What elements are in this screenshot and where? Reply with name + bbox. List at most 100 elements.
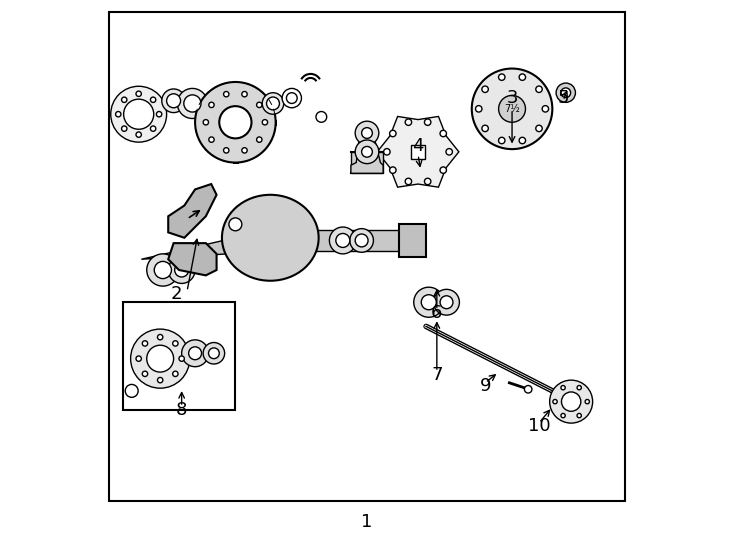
Circle shape bbox=[150, 97, 156, 103]
Circle shape bbox=[178, 89, 208, 118]
Polygon shape bbox=[168, 243, 217, 275]
Text: 6: 6 bbox=[431, 304, 443, 322]
Circle shape bbox=[390, 130, 396, 137]
Circle shape bbox=[519, 74, 526, 80]
Circle shape bbox=[482, 86, 488, 92]
Circle shape bbox=[440, 296, 453, 309]
Circle shape bbox=[330, 227, 356, 254]
Circle shape bbox=[161, 89, 186, 113]
Circle shape bbox=[355, 234, 368, 247]
Circle shape bbox=[550, 380, 592, 423]
Circle shape bbox=[316, 112, 327, 122]
Circle shape bbox=[421, 295, 436, 310]
Circle shape bbox=[282, 89, 302, 108]
Circle shape bbox=[167, 94, 181, 108]
Circle shape bbox=[585, 400, 589, 404]
Polygon shape bbox=[270, 230, 421, 251]
Text: 3: 3 bbox=[506, 89, 517, 107]
Circle shape bbox=[577, 386, 581, 390]
Circle shape bbox=[434, 289, 459, 315]
Circle shape bbox=[362, 127, 372, 138]
Circle shape bbox=[241, 91, 247, 97]
Circle shape bbox=[519, 137, 526, 144]
Circle shape bbox=[208, 137, 214, 143]
Circle shape bbox=[142, 371, 148, 376]
Circle shape bbox=[440, 130, 446, 137]
Circle shape bbox=[498, 137, 505, 144]
Circle shape bbox=[147, 345, 174, 372]
Circle shape bbox=[509, 106, 515, 112]
Circle shape bbox=[350, 228, 374, 252]
Circle shape bbox=[150, 126, 156, 131]
Circle shape bbox=[156, 112, 161, 117]
Circle shape bbox=[355, 140, 379, 164]
Circle shape bbox=[336, 233, 350, 247]
Circle shape bbox=[224, 91, 229, 97]
Circle shape bbox=[257, 137, 262, 143]
Circle shape bbox=[189, 347, 202, 360]
Circle shape bbox=[405, 119, 412, 125]
Circle shape bbox=[208, 348, 219, 359]
Circle shape bbox=[123, 99, 153, 129]
Circle shape bbox=[147, 254, 179, 286]
Circle shape bbox=[154, 261, 172, 279]
Text: 1: 1 bbox=[361, 514, 373, 531]
Circle shape bbox=[498, 74, 505, 80]
Circle shape bbox=[136, 132, 142, 137]
Circle shape bbox=[384, 148, 390, 155]
Circle shape bbox=[405, 178, 412, 185]
Circle shape bbox=[424, 119, 431, 125]
Circle shape bbox=[208, 102, 214, 107]
Circle shape bbox=[482, 125, 488, 132]
Text: 7½: 7½ bbox=[504, 104, 520, 114]
Text: 8: 8 bbox=[176, 401, 187, 418]
Circle shape bbox=[476, 106, 482, 112]
Circle shape bbox=[257, 102, 262, 107]
Circle shape bbox=[181, 340, 208, 367]
Circle shape bbox=[446, 148, 452, 155]
Circle shape bbox=[115, 112, 121, 117]
Circle shape bbox=[122, 97, 127, 103]
Circle shape bbox=[172, 341, 178, 346]
Polygon shape bbox=[377, 117, 459, 187]
Circle shape bbox=[136, 356, 142, 361]
Circle shape bbox=[577, 414, 581, 418]
Polygon shape bbox=[168, 184, 217, 238]
Circle shape bbox=[203, 342, 225, 364]
Bar bbox=[123, 302, 236, 410]
Circle shape bbox=[262, 119, 268, 125]
Circle shape bbox=[524, 386, 532, 393]
Circle shape bbox=[158, 334, 163, 340]
Circle shape bbox=[229, 218, 241, 231]
Circle shape bbox=[424, 178, 431, 185]
Polygon shape bbox=[142, 230, 270, 259]
Circle shape bbox=[472, 69, 553, 149]
Circle shape bbox=[241, 147, 247, 153]
Bar bbox=[411, 145, 425, 159]
Text: 9: 9 bbox=[479, 376, 491, 395]
Circle shape bbox=[172, 371, 178, 376]
Circle shape bbox=[262, 93, 284, 114]
Circle shape bbox=[175, 263, 189, 277]
Circle shape bbox=[136, 91, 142, 97]
Circle shape bbox=[542, 106, 548, 112]
Circle shape bbox=[536, 125, 542, 132]
Circle shape bbox=[561, 386, 565, 390]
Circle shape bbox=[184, 95, 201, 112]
Circle shape bbox=[561, 88, 570, 98]
Circle shape bbox=[142, 341, 148, 346]
Circle shape bbox=[224, 147, 229, 153]
Circle shape bbox=[553, 400, 557, 404]
Circle shape bbox=[561, 414, 565, 418]
Circle shape bbox=[556, 83, 575, 103]
Polygon shape bbox=[351, 141, 383, 173]
Circle shape bbox=[203, 119, 208, 125]
Circle shape bbox=[440, 167, 446, 173]
Polygon shape bbox=[351, 152, 383, 173]
Circle shape bbox=[562, 392, 581, 411]
Circle shape bbox=[390, 167, 396, 173]
Circle shape bbox=[414, 287, 444, 318]
Circle shape bbox=[266, 97, 280, 110]
Circle shape bbox=[355, 121, 379, 145]
Text: 7: 7 bbox=[431, 366, 443, 384]
